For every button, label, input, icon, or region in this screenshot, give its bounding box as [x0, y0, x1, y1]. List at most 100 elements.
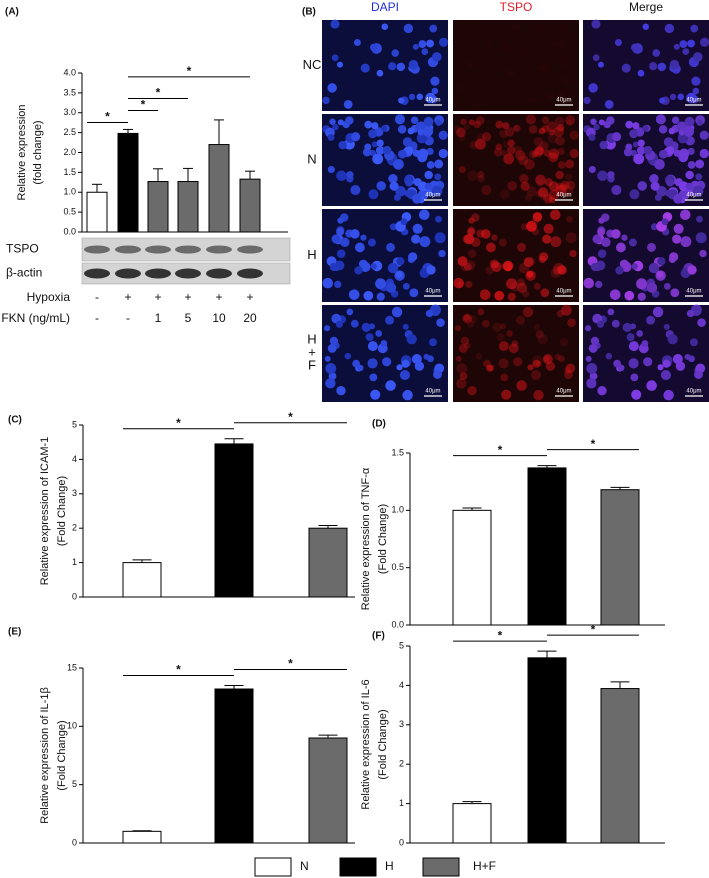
cell — [516, 282, 528, 293]
significance-label: * — [105, 110, 110, 124]
cell — [513, 124, 521, 132]
y-tick-label: 0 — [399, 837, 404, 847]
cell — [338, 140, 347, 150]
cell — [692, 87, 700, 95]
cell — [678, 152, 689, 163]
cell — [526, 221, 537, 232]
cell — [453, 277, 464, 289]
cell — [463, 314, 470, 321]
cell — [532, 212, 543, 222]
cell — [386, 242, 395, 252]
cell — [650, 181, 660, 191]
cell — [531, 218, 539, 226]
cell — [381, 23, 389, 30]
bar — [117, 132, 139, 233]
cell — [327, 343, 337, 353]
cell — [431, 87, 439, 95]
cell — [621, 63, 631, 73]
cell — [453, 125, 462, 134]
cell — [434, 159, 444, 169]
significance-label: * — [156, 86, 161, 100]
cell — [555, 184, 567, 196]
cell — [538, 127, 546, 135]
cell — [460, 262, 469, 272]
y-tick-label: 1.0 — [391, 505, 404, 515]
cell — [537, 334, 548, 345]
cell — [409, 288, 419, 298]
cell — [493, 147, 503, 157]
cell — [322, 96, 330, 105]
cell — [335, 320, 344, 328]
blot-band — [237, 268, 263, 279]
cell — [680, 236, 692, 248]
y-tick-label: 0.0 — [63, 226, 76, 236]
significance-label: * — [187, 64, 192, 78]
cell — [561, 304, 572, 316]
significance-label: * — [288, 410, 293, 424]
cell — [418, 209, 430, 221]
y-tick-label: 1.5 — [63, 167, 76, 177]
y-tick-label: 10 — [67, 721, 77, 731]
cell — [454, 325, 462, 332]
cell — [376, 292, 385, 301]
cell — [585, 355, 592, 362]
legend-label: H+F — [473, 859, 496, 873]
micrograph-background — [453, 114, 579, 206]
cell — [690, 24, 699, 33]
panel-label: (C) — [8, 415, 22, 426]
cell — [389, 181, 399, 191]
cell — [508, 70, 515, 77]
cell — [669, 93, 677, 101]
cell — [569, 148, 579, 159]
cell — [554, 116, 565, 127]
cell — [477, 174, 485, 183]
y-tick-label: 3 — [399, 719, 404, 729]
cell — [636, 278, 648, 290]
micrograph: 40μm — [322, 304, 448, 402]
cell — [406, 334, 417, 345]
cell — [424, 170, 433, 180]
cell — [483, 359, 491, 368]
cell — [535, 189, 543, 197]
column-header: Merge — [629, 0, 663, 14]
cell — [518, 262, 530, 274]
cell — [467, 249, 477, 258]
cell — [694, 370, 703, 379]
cell — [631, 263, 638, 270]
cell — [430, 76, 440, 86]
cell — [396, 364, 403, 371]
cell — [535, 146, 545, 156]
cell — [529, 97, 535, 103]
blot-label: β-actin — [6, 266, 42, 280]
cell — [682, 48, 690, 55]
cell — [566, 119, 573, 126]
cell — [394, 114, 405, 125]
cell — [393, 193, 401, 201]
cell — [508, 343, 519, 354]
cell — [656, 270, 664, 278]
cell — [629, 189, 640, 200]
cell — [636, 146, 646, 155]
scale-bar-label: 40μm — [556, 193, 571, 199]
scale-bar-label: 40μm — [686, 98, 701, 104]
cell — [631, 389, 642, 400]
y-axis-title: Relative expression — [16, 105, 28, 201]
cell — [661, 218, 669, 226]
cell — [515, 150, 526, 161]
cell — [408, 93, 416, 101]
cell — [396, 62, 406, 72]
cell — [516, 278, 526, 287]
cell — [592, 54, 600, 62]
cell — [456, 363, 468, 374]
cell — [467, 170, 478, 182]
cell — [544, 178, 553, 187]
cell — [438, 130, 448, 140]
cell — [465, 280, 473, 289]
condition-entry: 1 — [155, 311, 162, 325]
cell — [363, 290, 374, 301]
cell — [417, 152, 428, 163]
cell — [506, 146, 516, 155]
bar — [239, 178, 261, 233]
cell — [539, 190, 546, 197]
condition-entry: - — [126, 311, 130, 325]
